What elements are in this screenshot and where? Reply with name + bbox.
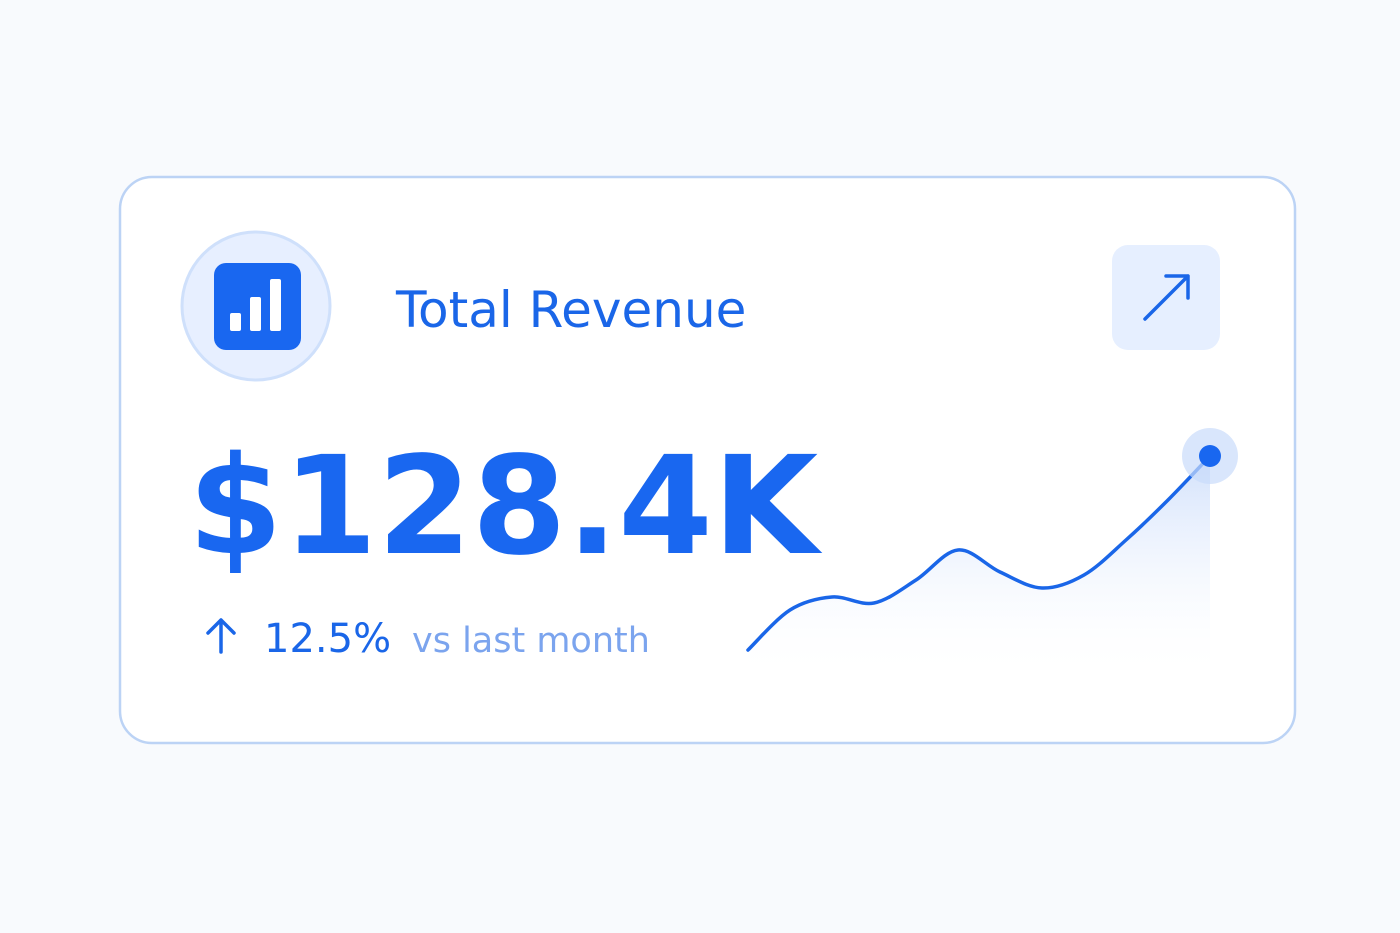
sparkline <box>746 428 1238 680</box>
open-button[interactable] <box>1112 245 1220 350</box>
sparkline-line <box>746 454 1212 652</box>
sparkline-area <box>748 456 1210 680</box>
icon-bar <box>230 313 241 331</box>
end-point <box>1199 445 1221 467</box>
icon-bar <box>270 279 281 331</box>
metric-value: $128.4K <box>188 428 823 586</box>
icon-bar <box>250 297 261 331</box>
up-arrow <box>206 618 236 654</box>
change-value: 12.5% <box>264 616 391 662</box>
comparison-text: vs last month <box>412 621 650 661</box>
card-title: Total Revenue <box>395 281 746 339</box>
